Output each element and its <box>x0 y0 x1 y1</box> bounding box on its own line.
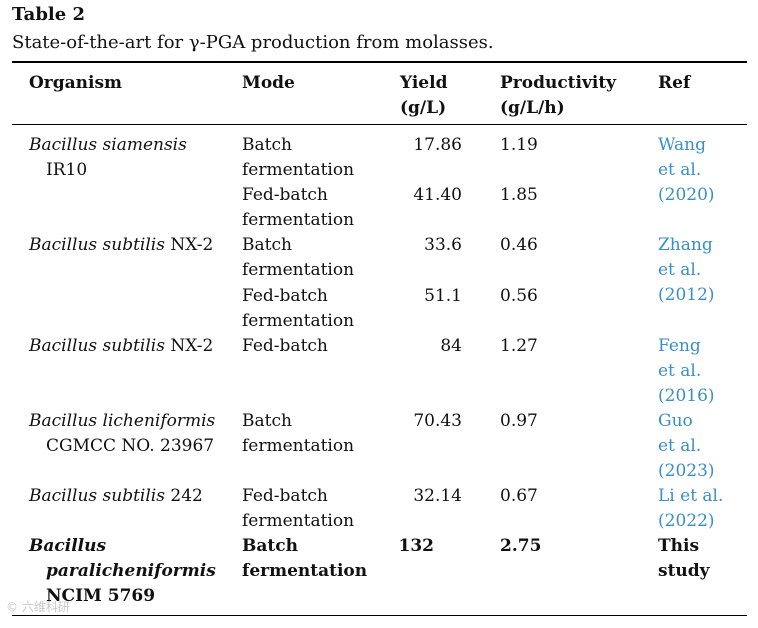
row-7-organism-genus: Bacillus <box>29 536 107 556</box>
row-2-mode: Batch fermentation <box>242 233 354 283</box>
row-3-mode: Fed-batch fermentation <box>242 284 354 334</box>
row-0-ref-line1[interactable]: Wang <box>658 135 706 155</box>
row-6-yield: 32.14 <box>413 486 462 506</box>
row-6-organism-strain: 242 <box>164 486 203 506</box>
row-7-yield: 132 <box>398 536 435 556</box>
row-4-mode: Fed-batch <box>242 334 328 359</box>
row-4-mode-line1: Fed-batch <box>242 336 328 356</box>
row-6-productivity: 0.67 <box>500 486 538 506</box>
row-0-organism-name: Bacillus siamensis <box>29 135 187 155</box>
row-5-yield: 70.43 <box>413 411 462 431</box>
row-2-ref[interactable]: Zhang et al. (2012) <box>658 233 715 308</box>
row-7-organism: Bacillus paralicheniformis NCIM 5769 <box>29 534 216 609</box>
row-5-organism: Bacillus licheniformis CGMCC NO. 23967 <box>29 409 215 459</box>
row-7-ref: This study <box>658 534 710 584</box>
row-2-ref-line1[interactable]: Zhang <box>658 235 713 255</box>
row-5-mode-line2: fermentation <box>242 436 355 456</box>
row-4-organism-name: Bacillus subtilis <box>29 336 165 356</box>
row-2-organism-strain: NX-2 <box>164 235 214 255</box>
row-0-productivity: 1.19 <box>500 135 538 155</box>
row-6-mode-line2: fermentation <box>242 511 355 531</box>
row-6-ref-line2[interactable]: (2022) <box>658 511 715 531</box>
header-productivity-line2: (g/L/h) <box>500 98 565 118</box>
row-6-mode: Fed-batch fermentation <box>242 484 354 534</box>
header-ref: Ref <box>658 73 691 93</box>
row-5-ref-line2[interactable]: et al. <box>658 436 702 456</box>
row-6-ref[interactable]: Li et al. (2022) <box>658 484 723 534</box>
row-0-mode-line1: Batch <box>242 135 292 155</box>
row-7-ref-line2: study <box>658 561 710 581</box>
row-2-mode-line2: fermentation <box>242 260 355 280</box>
row-4-productivity: 1.27 <box>500 336 538 356</box>
row-0-yield: 17.86 <box>413 135 462 155</box>
row-2-organism-name: Bacillus subtilis <box>29 235 165 255</box>
row-7-ref-line1: This <box>658 536 700 556</box>
row-0-mode-line2: fermentation <box>242 160 355 180</box>
row-0-ref-line3[interactable]: (2020) <box>658 185 715 205</box>
row-1-mode: Fed-batch fermentation <box>242 183 354 233</box>
row-3-yield: 51.1 <box>424 286 462 306</box>
row-0-mode: Batch fermentation <box>242 133 354 183</box>
row-2-productivity: 0.46 <box>500 235 538 255</box>
row-6-mode-line1: Fed-batch <box>242 486 328 506</box>
bottom-rule <box>12 615 747 616</box>
row-5-ref[interactable]: Guo et al. (2023) <box>658 409 715 484</box>
row-1-yield: 41.40 <box>413 185 462 205</box>
row-5-productivity: 0.97 <box>500 411 538 431</box>
row-0-ref[interactable]: Wang et al. (2020) <box>658 133 715 208</box>
row-2-organism: Bacillus subtilis NX-2 <box>29 233 213 258</box>
row-7-organism-strain: NCIM 5769 <box>46 586 156 606</box>
header-yield: Yield (g/L) <box>400 71 447 121</box>
row-2-yield: 33.6 <box>424 235 462 255</box>
row-4-organism-strain: NX-2 <box>164 336 214 356</box>
header-productivity: Productivity (g/L/h) <box>500 71 616 121</box>
header-productivity-line1: Productivity <box>500 73 617 93</box>
row-2-ref-line3[interactable]: (2012) <box>658 285 715 305</box>
row-3-mode-line1: Fed-batch <box>242 286 328 306</box>
row-6-organism-name: Bacillus subtilis <box>29 486 165 506</box>
row-5-organism-strain: CGMCC NO. 23967 <box>46 436 215 456</box>
table-label: Table 2 <box>12 4 86 25</box>
row-4-ref-line3[interactable]: (2016) <box>658 386 715 406</box>
row-3-productivity: 0.56 <box>500 286 538 306</box>
header-yield-line1: Yield <box>400 73 448 93</box>
row-7-mode-line1: Batch <box>242 536 298 556</box>
row-5-mode-line1: Batch <box>242 411 292 431</box>
row-0-ref-line2[interactable]: et al. <box>658 160 702 180</box>
watermark: © 六维科研 <box>6 600 70 614</box>
header-yield-line2: (g/L) <box>400 98 447 118</box>
row-3-mode-line2: fermentation <box>242 311 355 331</box>
row-7-mode: Batch fermentation <box>242 534 367 584</box>
row-4-organism: Bacillus subtilis NX-2 <box>29 334 213 359</box>
row-7-productivity: 2.75 <box>500 536 542 556</box>
header-rule <box>12 124 747 125</box>
row-4-ref-line1[interactable]: Feng <box>658 336 701 356</box>
row-0-organism: Bacillus siamensis IR10 <box>29 133 187 183</box>
row-5-ref-line1[interactable]: Guo <box>658 411 693 431</box>
row-7-mode-line2: fermentation <box>242 561 368 581</box>
row-6-ref-line1[interactable]: Li et al. <box>658 486 724 506</box>
row-5-mode: Batch fermentation <box>242 409 354 459</box>
row-0-organism-strain: IR10 <box>46 160 88 180</box>
row-4-yield: 84 <box>440 336 462 356</box>
table-caption: State-of-the-art for γ-PGA production fr… <box>12 32 494 53</box>
row-2-ref-line2[interactable]: et al. <box>658 260 702 280</box>
header-organism: Organism <box>29 73 123 93</box>
top-rule <box>12 61 747 63</box>
row-5-ref-line3[interactable]: (2023) <box>658 461 715 481</box>
row-5-organism-name: Bacillus licheniformis <box>29 411 216 431</box>
row-1-productivity: 1.85 <box>500 185 538 205</box>
row-4-ref-line2[interactable]: et al. <box>658 361 702 381</box>
row-7-organism-species: paralicheniformis <box>46 561 216 581</box>
row-4-ref[interactable]: Feng et al. (2016) <box>658 334 715 409</box>
row-2-mode-line1: Batch <box>242 235 292 255</box>
row-1-mode-line2: fermentation <box>242 210 355 230</box>
row-6-organism: Bacillus subtilis 242 <box>29 484 203 509</box>
header-mode: Mode <box>242 73 295 93</box>
row-1-mode-line1: Fed-batch <box>242 185 328 205</box>
